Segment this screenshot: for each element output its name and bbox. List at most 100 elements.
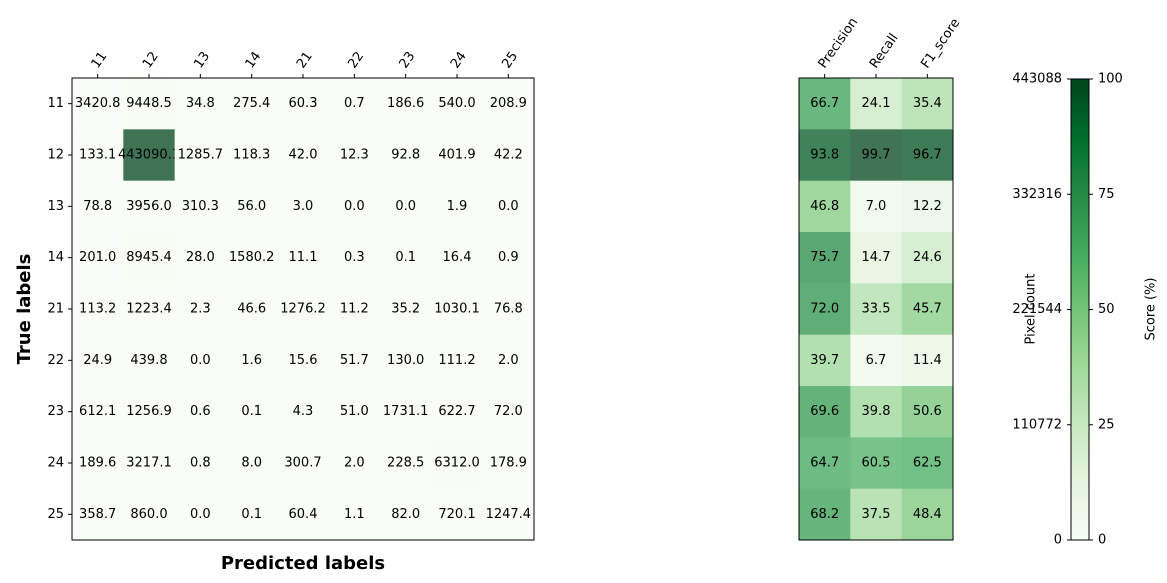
cell-value-label: 68.2 bbox=[810, 507, 839, 522]
heatmap-cell bbox=[901, 180, 954, 233]
heatmap-cell bbox=[799, 488, 851, 541]
heatmap-cell bbox=[901, 386, 954, 438]
x-tick-label: 13 bbox=[191, 49, 213, 71]
x-tick-label: 25 bbox=[499, 49, 521, 71]
cell-value-label: 113.2 bbox=[79, 302, 116, 317]
cell-value-label: 50.6 bbox=[913, 404, 942, 419]
heatmap-cell bbox=[277, 488, 330, 541]
colorbar-tick-label: 75 bbox=[1098, 187, 1115, 202]
heatmap-cell bbox=[482, 488, 535, 541]
cell-value-label: 46.6 bbox=[237, 302, 266, 317]
cell-value-label: 0.8 bbox=[190, 456, 211, 471]
cell-value-label: 99.7 bbox=[862, 148, 891, 163]
cell-value-label: 78.8 bbox=[83, 199, 112, 214]
cell-value-label: 42.2 bbox=[494, 148, 523, 163]
heatmap-cell bbox=[431, 283, 484, 336]
heatmap-cell bbox=[277, 232, 330, 284]
heatmap-cell bbox=[72, 180, 124, 233]
heatmap-cell bbox=[901, 488, 954, 541]
cell-value-label: 6.7 bbox=[866, 353, 887, 368]
heatmap-cell bbox=[901, 232, 954, 284]
x-tick-label: 23 bbox=[397, 49, 419, 71]
heatmap-cell bbox=[328, 129, 381, 182]
heatmap-cell bbox=[72, 437, 124, 490]
cell-value-label: 130.0 bbox=[387, 353, 424, 368]
heatmap-cell bbox=[850, 78, 903, 130]
cell-value-label: 51.0 bbox=[340, 404, 369, 419]
cell-value-label: 0.0 bbox=[190, 507, 211, 522]
cell-value-label: 401.9 bbox=[438, 148, 475, 163]
heatmap-cell bbox=[850, 283, 903, 336]
heatmap-cell bbox=[431, 488, 484, 541]
colorbar-tick-label: 332316 bbox=[1012, 187, 1062, 202]
cell-value-label: 540.0 bbox=[438, 96, 475, 111]
cell-value-label: 48.4 bbox=[913, 507, 942, 522]
cell-value-label: 1.1 bbox=[344, 507, 365, 522]
cell-value-label: 35.4 bbox=[913, 96, 942, 111]
y-tick-label: 22 bbox=[47, 353, 64, 368]
cell-value-label: 72.0 bbox=[810, 302, 839, 317]
heatmap-cell bbox=[799, 334, 851, 387]
heatmap-cell bbox=[277, 78, 330, 130]
heatmap-cell bbox=[72, 334, 124, 387]
y-tick-label: 21 bbox=[47, 302, 64, 317]
cell-value-label: 275.4 bbox=[233, 96, 270, 111]
heatmap-cell bbox=[431, 334, 484, 387]
cell-value-label: 7.0 bbox=[866, 199, 887, 214]
heatmap-cell bbox=[799, 283, 851, 336]
heatmap-cell bbox=[226, 488, 278, 541]
heatmap-cell bbox=[72, 78, 124, 130]
cell-value-label: 0.0 bbox=[344, 199, 365, 214]
x-tick-label: Precision bbox=[816, 15, 862, 71]
heatmap-cell bbox=[380, 283, 432, 336]
heatmap-cell bbox=[380, 232, 432, 284]
heatmap-cell bbox=[380, 437, 432, 490]
colorbar-tick-label: 0 bbox=[1098, 533, 1106, 548]
heatmap-cell bbox=[380, 488, 432, 541]
cell-value-label: 133.1 bbox=[79, 148, 116, 163]
heatmap-cell bbox=[174, 488, 227, 541]
x-tick-label: 24 bbox=[448, 49, 470, 71]
cell-value-label: 860.0 bbox=[130, 507, 167, 522]
cell-value-label: 228.5 bbox=[387, 456, 424, 471]
heatmap-cell bbox=[174, 386, 227, 438]
heatmap-cell bbox=[482, 129, 535, 182]
cell-value-label: 11.2 bbox=[340, 302, 369, 317]
y-axis-title: True labels bbox=[14, 254, 35, 365]
heatmap-cell bbox=[901, 78, 954, 130]
heatmap-cell bbox=[901, 437, 954, 490]
y-tick-label: 23 bbox=[47, 404, 64, 419]
cell-value-label: 1580.2 bbox=[229, 250, 275, 265]
heatmap-cell bbox=[328, 283, 381, 336]
cell-value-label: 33.5 bbox=[862, 302, 891, 317]
cell-value-label: 2.3 bbox=[190, 302, 211, 317]
heatmap-cell bbox=[277, 437, 330, 490]
cell-value-label: 310.3 bbox=[182, 199, 219, 214]
y-tick-label: 11 bbox=[47, 96, 64, 111]
cell-value-label: 82.0 bbox=[391, 507, 420, 522]
heatmap-cell bbox=[123, 386, 176, 438]
x-tick-label: 12 bbox=[140, 49, 162, 71]
cell-value-label: 1.9 bbox=[447, 199, 468, 214]
colorbar-tick-label: 50 bbox=[1098, 302, 1115, 317]
heatmap-cell bbox=[72, 232, 124, 284]
cell-value-label: 8.0 bbox=[241, 456, 262, 471]
cell-value-label: 66.7 bbox=[810, 96, 839, 111]
x-axis-title: Predicted labels bbox=[221, 553, 385, 574]
pixel-count-ticks: 0 110772 221544 332316 443088 bbox=[1012, 72, 1071, 548]
heatmap-cell bbox=[328, 386, 381, 438]
heatmap-cell bbox=[328, 78, 381, 130]
heatmap-cell bbox=[850, 180, 903, 233]
heatmap-cell bbox=[431, 232, 484, 284]
cell-value-label: 35.2 bbox=[391, 302, 420, 317]
cell-value-label: 358.7 bbox=[79, 507, 116, 522]
heatmap-cell bbox=[174, 334, 227, 387]
cell-value-label: 0.0 bbox=[498, 199, 519, 214]
heatmap-cell bbox=[123, 232, 176, 284]
cell-value-label: 28.0 bbox=[186, 250, 215, 265]
cell-value-label: 186.6 bbox=[387, 96, 424, 111]
heatmap-cell bbox=[72, 283, 124, 336]
heatmap-cell bbox=[431, 180, 484, 233]
cell-value-label: 9448.5 bbox=[126, 96, 172, 111]
heatmap-cell bbox=[799, 437, 851, 490]
